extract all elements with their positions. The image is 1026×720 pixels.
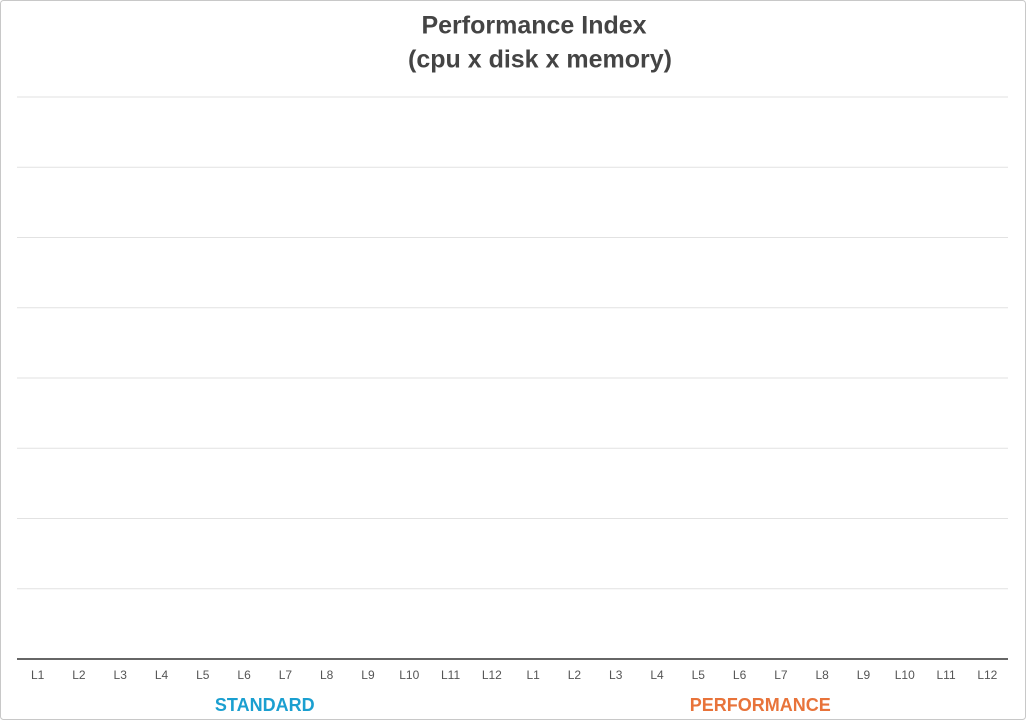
- x-tick-label: L10: [399, 668, 419, 682]
- chart-subtitle: (cpu x disk x memory): [408, 46, 672, 74]
- group-label: PERFORMANCE: [690, 695, 831, 715]
- chart-title: Performance Index: [421, 12, 646, 40]
- x-tick-label: L9: [857, 668, 871, 682]
- x-tick-label: L8: [816, 668, 830, 682]
- x-tick-label: L7: [279, 668, 293, 682]
- x-tick-label: L7: [774, 668, 788, 682]
- x-tick-label: L6: [237, 668, 251, 682]
- x-tick-label: L12: [482, 668, 502, 682]
- x-tick-label: L9: [361, 668, 375, 682]
- x-tick-label: L4: [155, 668, 169, 682]
- x-tick-label: L1: [31, 668, 45, 682]
- group-label: STANDARD: [215, 695, 315, 715]
- x-tick-label: L1: [526, 668, 540, 682]
- x-tick-label: L2: [72, 668, 86, 682]
- x-tick-label: L5: [196, 668, 210, 682]
- x-tick-label: L3: [609, 668, 623, 682]
- x-tick-label: L8: [320, 668, 334, 682]
- x-tick-label: L5: [692, 668, 706, 682]
- x-tick-label: L2: [568, 668, 582, 682]
- x-tick-label: L3: [114, 668, 128, 682]
- x-tick-label: L6: [733, 668, 747, 682]
- x-tick-label: L4: [650, 668, 664, 682]
- x-tick-label: L12: [977, 668, 997, 682]
- x-tick-label: L10: [895, 668, 915, 682]
- x-tick-label: L11: [441, 668, 460, 682]
- x-tick-label: L11: [936, 668, 955, 682]
